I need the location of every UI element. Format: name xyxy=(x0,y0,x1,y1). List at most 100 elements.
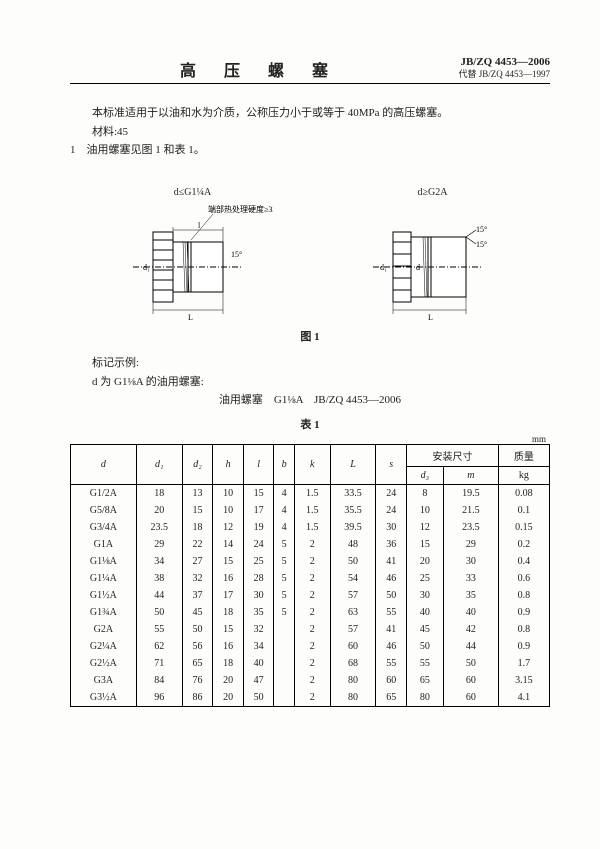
table-cell: 45 xyxy=(407,621,444,638)
table-cell: 34 xyxy=(243,638,274,655)
svg-text:L: L xyxy=(188,313,193,322)
table-cell: 80 xyxy=(330,689,376,707)
table-cell: G1A xyxy=(71,536,137,553)
table-cell: G2A xyxy=(71,621,137,638)
table-cell: 33 xyxy=(443,570,498,587)
table-cell: 20 xyxy=(213,672,244,689)
table-cell: 8 xyxy=(407,485,444,503)
header-row: 高 压 螺 塞 JB/ZQ 4453—2006 代替 JB/ZQ 4453—19… xyxy=(70,55,550,84)
table-cell: 15 xyxy=(213,621,244,638)
table-cell: 0.4 xyxy=(498,553,549,570)
table-cell: 15 xyxy=(182,502,213,519)
table-cell: 4.1 xyxy=(498,689,549,707)
th-d2: d₂ xyxy=(182,445,213,485)
table-cell: 35 xyxy=(243,604,274,621)
table-cell: 42 xyxy=(443,621,498,638)
table-cell: 41 xyxy=(376,621,407,638)
table-cell: 38 xyxy=(136,570,182,587)
table-cell xyxy=(274,638,294,655)
page: 高 压 螺 塞 JB/ZQ 4453—2006 代替 JB/ZQ 4453—19… xyxy=(0,0,600,849)
table-cell xyxy=(274,689,294,707)
table-cell: 18 xyxy=(213,604,244,621)
th-m: m xyxy=(443,467,498,485)
th-mass-unit: kg xyxy=(498,467,549,485)
table-cell: 40 xyxy=(407,604,444,621)
table-cell: 15 xyxy=(213,553,244,570)
table-cell: 1.5 xyxy=(294,502,330,519)
table-cell: 10 xyxy=(213,502,244,519)
table-cell: 27 xyxy=(182,553,213,570)
table-cell: 21.5 xyxy=(443,502,498,519)
table-cell: 71 xyxy=(136,655,182,672)
table-cell: 50 xyxy=(443,655,498,672)
figure-left-label: d≤G1¼A xyxy=(113,187,273,198)
svg-text:15°: 15° xyxy=(476,225,487,234)
table-cell: 16 xyxy=(213,570,244,587)
table-cell: 30 xyxy=(243,587,274,604)
table-row: G1¾A5045183552635540400.9 xyxy=(71,604,550,621)
th-b: b xyxy=(274,445,294,485)
table-cell xyxy=(274,621,294,638)
table-cell: 54 xyxy=(330,570,376,587)
table-cell: 24 xyxy=(243,536,274,553)
table-cell: 3.15 xyxy=(498,672,549,689)
table-cell: 2 xyxy=(294,604,330,621)
table-cell xyxy=(274,655,294,672)
table-head: d d₁ d₂ h l b k L s 安装尺寸 质量 d₃ m kg xyxy=(71,445,550,485)
table-cell: 50 xyxy=(407,638,444,655)
table-body: G1/2A1813101541.533.524819.50.08G5/8A201… xyxy=(71,485,550,707)
table-cell: 12 xyxy=(213,519,244,536)
table-cell: 32 xyxy=(243,621,274,638)
figure-caption: 图 1 xyxy=(70,328,550,344)
marking-example: 标记示例: d 为 G1⅛A 的油用螺塞: 油用螺塞 G1⅛A JB/ZQ 44… xyxy=(70,354,550,410)
table-cell: 60 xyxy=(443,689,498,707)
svg-text:d₁: d₁ xyxy=(380,263,387,272)
table-cell: 76 xyxy=(182,672,213,689)
table-cell: 50 xyxy=(182,621,213,638)
table-cell: 0.1 xyxy=(498,502,549,519)
svg-text:15°: 15° xyxy=(231,250,242,259)
table-cell: 28 xyxy=(243,570,274,587)
table-cell: 50 xyxy=(330,553,376,570)
table-cell: 15 xyxy=(407,536,444,553)
table-cell: G2¼A xyxy=(71,638,137,655)
table-cell: 0.15 xyxy=(498,519,549,536)
table-cell: 41 xyxy=(376,553,407,570)
table-cell: 2 xyxy=(294,638,330,655)
table-cell: 30 xyxy=(443,553,498,570)
figure-area: d≤G1¼A l L d₁ 15° 端部热处理硬度≥330HV xyxy=(70,172,550,322)
table-cell: 40 xyxy=(243,655,274,672)
table-cell: 18 xyxy=(213,655,244,672)
table-cell: 14 xyxy=(213,536,244,553)
table-row: G3A847620472806065603.15 xyxy=(71,672,550,689)
table-cell: 4 xyxy=(274,502,294,519)
table-cell: 23.5 xyxy=(136,519,182,536)
table-cell: 65 xyxy=(182,655,213,672)
table-cell: 19.5 xyxy=(443,485,498,503)
data-table: d d₁ d₂ h l b k L s 安装尺寸 质量 d₃ m kg G1/2… xyxy=(70,444,550,707)
table-cell: 1.5 xyxy=(294,519,330,536)
table-cell: 50 xyxy=(136,604,182,621)
table-cell: G1/2A xyxy=(71,485,137,503)
table-cell: 80 xyxy=(330,672,376,689)
svg-text:d₁: d₁ xyxy=(143,263,150,272)
table-cell: 22 xyxy=(182,536,213,553)
table-cell: 2 xyxy=(294,570,330,587)
table-cell: 5 xyxy=(274,587,294,604)
table-cell: 18 xyxy=(136,485,182,503)
th-install: 安装尺寸 xyxy=(407,445,499,467)
table-cell: 55 xyxy=(136,621,182,638)
table-cell: 48 xyxy=(330,536,376,553)
table-cell: 18 xyxy=(182,519,213,536)
table-cell: 16 xyxy=(213,638,244,655)
table-cell: 15 xyxy=(243,485,274,503)
intro-line2: 材料:45 xyxy=(70,123,550,142)
table-cell: 2 xyxy=(294,621,330,638)
table-cell: 40 xyxy=(443,604,498,621)
table-cell: 13 xyxy=(182,485,213,503)
table-cell: 23.5 xyxy=(443,519,498,536)
table-cell: 57 xyxy=(330,587,376,604)
table-cell: 68 xyxy=(330,655,376,672)
table-cell: 60 xyxy=(376,672,407,689)
svg-text:15°: 15° xyxy=(476,240,487,249)
